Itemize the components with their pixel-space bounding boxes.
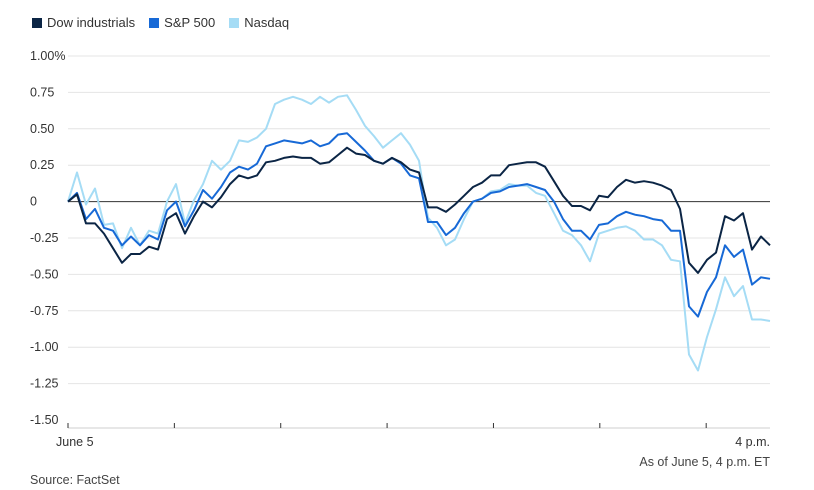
legend-label-nasdaq: Nasdaq [244, 15, 290, 30]
y-tick-label: 0.25 [30, 158, 54, 172]
series-group [67, 94, 771, 372]
y-tick-label: -1.25 [30, 377, 59, 391]
x-axis: June 5 4 p.m. [56, 423, 770, 449]
y-tick-label: -0.50 [30, 267, 59, 281]
legend: Dow industrials S&P 500 Nasdaq [32, 15, 289, 30]
y-axis: 1.00% 0.75 0.50 0.25 0 -0.25 -0.50 -0.75 -1.00 -1… [30, 49, 65, 427]
grid [68, 55, 770, 385]
y-tick-label: 1.00% [30, 49, 65, 63]
timestamp-note: As of June 5, 4 p.m. ET [639, 455, 770, 469]
series-line-s-p-500 [67, 132, 771, 318]
y-tick-label: 0.50 [30, 122, 54, 136]
y-tick-label: -0.75 [30, 304, 59, 318]
y-tick-label: 0 [30, 195, 37, 209]
legend-label-sp500: S&P 500 [164, 15, 216, 30]
x-tick-label: 4 p.m. [735, 435, 770, 449]
legend-swatch-nasdaq [229, 17, 240, 28]
series-line-nasdaq [67, 94, 771, 372]
y-tick-label: -1.00 [30, 340, 59, 354]
legend-item-dow: Dow industrials [32, 15, 135, 30]
y-tick-label: -0.25 [30, 231, 59, 245]
legend-item-nasdaq: Nasdaq [229, 15, 289, 30]
legend-label-dow: Dow industrials [47, 15, 136, 30]
x-tick-label: June 5 [56, 435, 94, 449]
y-tick-label: 0.75 [30, 85, 54, 99]
legend-swatch-dow [32, 17, 42, 28]
legend-swatch-sp500 [149, 17, 160, 28]
y-tick-label: -1.50 [30, 413, 59, 427]
legend-item-sp500: S&P 500 [149, 15, 215, 30]
series-line-dow-industrials [67, 146, 771, 274]
source-note: Source: FactSet [30, 473, 120, 487]
